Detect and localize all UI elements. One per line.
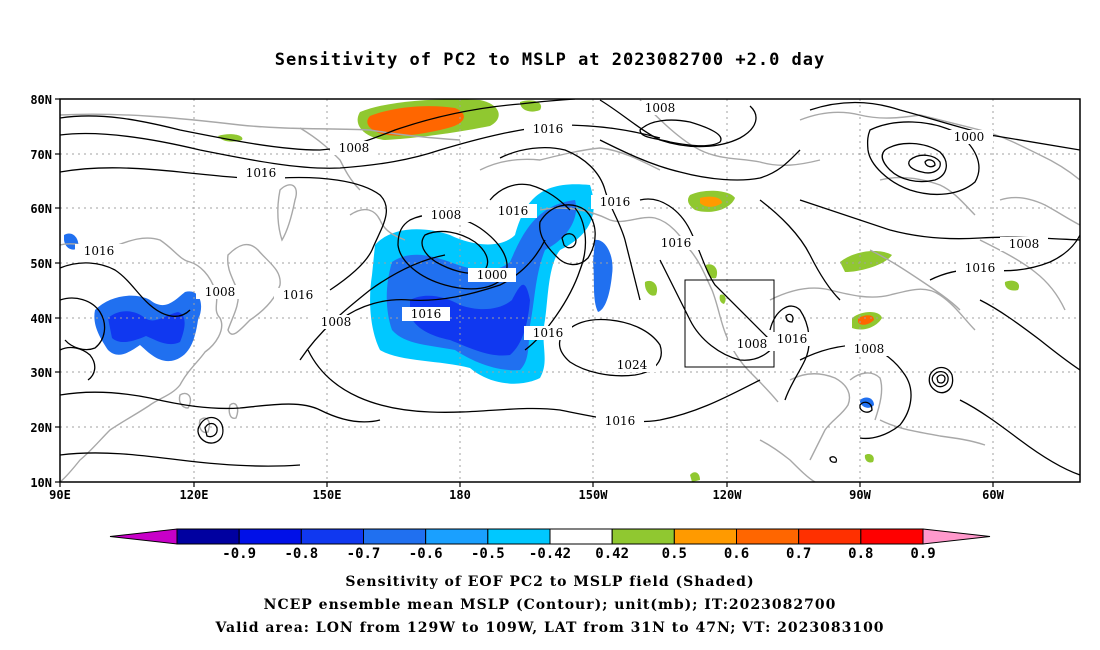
- positive-region-east-canada: [1004, 280, 1020, 291]
- positive-region-west-arctic: [218, 134, 243, 142]
- contour-label-1016-j: 1016: [533, 326, 564, 340]
- lat-label-80n: 80N: [30, 93, 52, 107]
- contour-label-1008-f: 1008: [321, 315, 352, 329]
- contour-label-1016-k: 1016: [777, 332, 808, 346]
- colorbar-tick-label: -0.5: [471, 546, 505, 562]
- coastlines: [60, 99, 1080, 482]
- positive-region-nevada: [719, 294, 726, 304]
- lat-label-20n: 20N: [30, 421, 52, 435]
- colorbar-swatch: [487, 528, 551, 545]
- contour-label-1008-h: 1008: [854, 342, 885, 356]
- lat-label-70n: 70N: [30, 148, 52, 162]
- colorbar-tick-label: 0.5: [662, 546, 687, 562]
- colorbar-swatch: [736, 528, 800, 545]
- map-frame: [59, 98, 1081, 483]
- lon-label-120w: 120W: [713, 488, 743, 502]
- lat-label-50n: 50N: [30, 257, 52, 271]
- contour-label-1024: 1024: [617, 358, 648, 372]
- positive-region-mexico: [690, 472, 700, 482]
- caption-line-3: Valid area: LON from 129W to 109W, LAT f…: [215, 620, 885, 636]
- contour-label-1016-c: 1016: [600, 195, 631, 209]
- positive-region-caribbean: [864, 453, 874, 463]
- colorbar-swatch: [798, 528, 862, 545]
- contour-label-1016-e: 1016: [661, 236, 692, 250]
- colorbar-swatch: [176, 528, 240, 545]
- contour-label-1016-h: 1016: [283, 288, 314, 302]
- contour-label-1016-b: 1016: [246, 166, 277, 180]
- positive-region-canada: [840, 250, 892, 272]
- colorbar-tick-label: -0.8: [284, 546, 318, 562]
- lon-label-120e: 120E: [180, 488, 209, 502]
- contour-label-1016-a: 1016: [533, 122, 564, 136]
- contour-label-1016-g: 1016: [965, 261, 996, 275]
- contour-label-1016-f: 1016: [84, 244, 115, 258]
- colorbar-swatch: [238, 528, 302, 545]
- colorbar-swatch: [300, 528, 365, 545]
- longitude-axis: 90E 120E 150E 180 150W 120W 90W 60W: [49, 482, 1005, 502]
- lon-label-180: 180: [449, 488, 471, 502]
- colorbar-swatch: [549, 528, 613, 545]
- colorbar: -0.9 -0.8 -0.7 -0.6 -0.5 -0.42 0.42 0.5 0.6 0.7 0.…: [109, 528, 991, 562]
- contour-label-1008-a: 1008: [645, 101, 676, 115]
- lon-label-60w: 60W: [982, 488, 1004, 502]
- negative-region-northeast-pacific: [593, 239, 613, 312]
- negative-region-central-pacific-deep: [410, 284, 530, 356]
- negative-region-east-asia-core: [108, 311, 185, 345]
- colorbar-swatch: [860, 528, 924, 545]
- colorbar-swatch: [611, 528, 675, 545]
- lat-label-30n: 30N: [30, 366, 52, 380]
- contour-label-group: 1008 1008 1016 1016 1000 1016 1008 1016 …: [83, 101, 1040, 428]
- contour-label-1000-b: 1000: [477, 268, 508, 282]
- lon-label-90e: 90E: [49, 488, 71, 502]
- lat-label-60n: 60N: [30, 202, 52, 216]
- positive-region-alaska-gulf-core: [700, 196, 722, 207]
- colorbar-tick-label: -0.7: [347, 546, 381, 562]
- colorbar-swatch: [363, 528, 427, 545]
- contour-label-1008-e: 1008: [205, 285, 236, 299]
- latitude-axis: 80N 70N 60N 50N 40N 30N 20N 10N: [30, 93, 60, 490]
- contour-label-1008-g: 1008: [737, 337, 768, 351]
- colorbar-swatch: [673, 528, 737, 545]
- caption-line-2: NCEP ensemble mean MSLP (Contour); unit(…: [263, 597, 837, 613]
- contour-label-1008-c: 1008: [431, 208, 462, 222]
- chart-title: Sensitivity of PC2 to MSLP at 2023082700…: [274, 50, 826, 70]
- lat-label-40n: 40N: [30, 312, 52, 326]
- contour-label-1008-b: 1008: [339, 141, 370, 155]
- colorbar-tick-label: -0.9: [222, 546, 256, 562]
- colorbar-tick-label: 0.6: [724, 546, 749, 562]
- colorbar-tick-label: 0.9: [910, 546, 935, 562]
- lon-label-90w: 90W: [849, 488, 871, 502]
- positive-region-pacific-small: [644, 280, 658, 296]
- colorbar-left-extension: [109, 528, 178, 545]
- contour-label-1016-d: 1016: [498, 204, 529, 218]
- colorbar-swatch: [425, 528, 489, 545]
- contour-label-1016-l: 1016: [605, 414, 636, 428]
- colorbar-tick-label: 0.7: [786, 546, 811, 562]
- positive-region-arctic-core: [367, 106, 464, 136]
- colorbar-right-extension: [922, 528, 991, 545]
- valid-area-box: [684, 279, 775, 368]
- colorbar-tick-label: -0.42: [529, 546, 571, 562]
- negative-region-west-edge: [64, 233, 79, 250]
- colorbar-tick-label: -0.6: [409, 546, 443, 562]
- colorbar-tick-label: 0.8: [848, 546, 873, 562]
- colorbar-tick-label: 0.42: [595, 546, 629, 562]
- contour-label-1000-a: 1000: [954, 130, 985, 144]
- lon-label-150w: 150W: [579, 488, 609, 502]
- contour-label-1008-d: 1008: [1009, 237, 1040, 251]
- lon-label-150e: 150E: [313, 488, 342, 502]
- caption-line-1: Sensitivity of EOF PC2 to MSLP field (Sh…: [345, 574, 755, 590]
- contour-label-1016-i: 1016: [411, 307, 442, 321]
- lat-label-10n: 10N: [30, 476, 52, 490]
